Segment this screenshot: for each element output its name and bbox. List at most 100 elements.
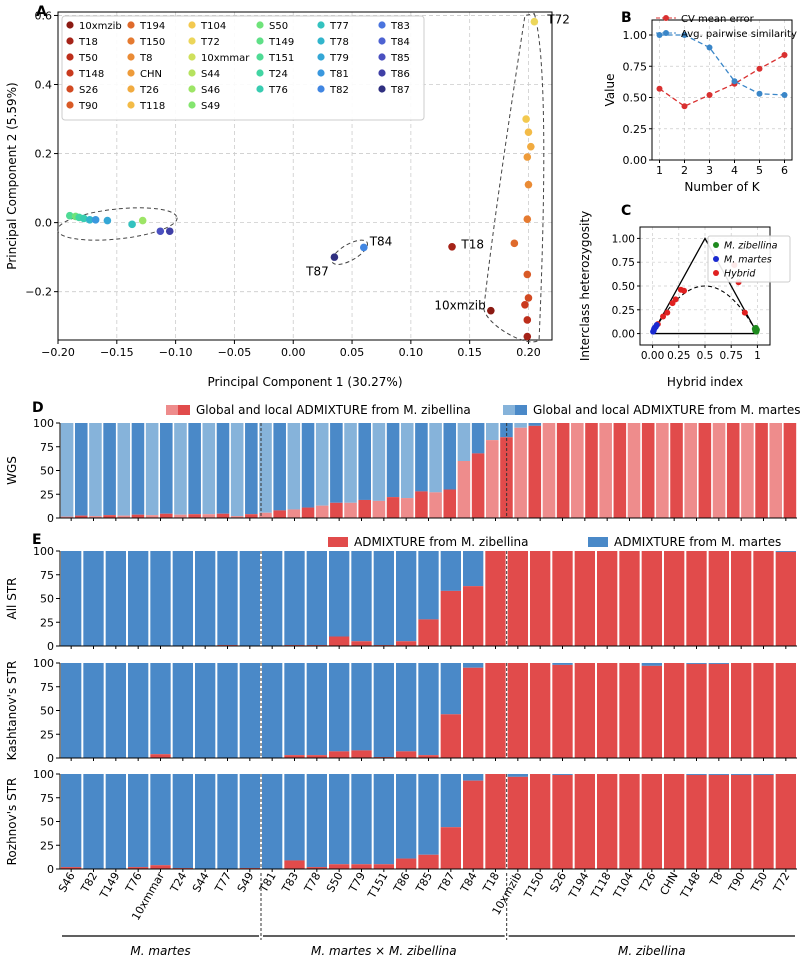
sample-label: T26: [636, 870, 658, 895]
str-bar-martes: [396, 551, 417, 642]
k-frame: [651, 19, 793, 161]
cluster-ellipse-hybrid: [331, 239, 368, 265]
tri-ytick-label: 1.00: [612, 233, 635, 245]
wgs-legend-swatch: [515, 405, 527, 415]
pca-legend-label: T81: [329, 69, 349, 80]
pca-annotation: T87: [305, 265, 329, 279]
pca-legend-label: T118: [139, 101, 165, 112]
str-bar-martes: [775, 551, 796, 552]
str-bar-martes: [217, 551, 238, 646]
wgs-bar-zibellina: [528, 425, 542, 518]
str-bar-martes: [61, 663, 82, 758]
k-series-point: [706, 92, 713, 98]
pca-legend-label: S49: [201, 101, 220, 112]
str-bar-zibellina: [731, 551, 752, 646]
pca-point: [530, 17, 539, 26]
pca-xtick-label: −0.10: [159, 346, 193, 359]
panel-a-pca: −0.20 −0.15 −0.10 −0.05 0.00 0.05 0.10 0.15 0.20…: [5, 9, 570, 389]
tri-ytick-label: 0.50: [612, 281, 635, 293]
str-bar-martes: [262, 551, 283, 646]
wgs-bar-zibellina: [315, 505, 329, 518]
pca-legend-label: T90: [78, 101, 98, 112]
str-bar-zibellina: [597, 774, 618, 869]
str-bar-martes: [195, 774, 216, 869]
str-ytick-label: 0: [47, 640, 54, 653]
tri-point-hybrid: [660, 313, 667, 320]
str-bar-martes: [641, 663, 662, 666]
str-bar-zibellina: [641, 774, 662, 869]
pca-legend-marker: [317, 85, 325, 93]
pca-legend-label: T151: [268, 53, 294, 64]
k-series-point: [756, 90, 763, 97]
sample-label: T50: [748, 870, 770, 895]
sample-label: T90: [726, 870, 748, 895]
pca-point: [156, 227, 165, 236]
pca-legend-marker: [188, 53, 196, 61]
wgs-bar-zibellina: [698, 423, 712, 518]
sample-label: T82: [78, 870, 100, 895]
wgs-bar-zibellina: [741, 423, 754, 518]
str-bar-martes: [351, 663, 372, 751]
wgs-bar-zibellina: [400, 498, 414, 518]
str-bar-zibellina: [507, 551, 528, 646]
panel-letter-c: C: [621, 203, 631, 219]
k-xtick-label: 5: [756, 164, 763, 177]
wgs-bar-zibellina: [571, 423, 584, 518]
tri-xtick-label: 0.75: [720, 350, 743, 362]
str-bar-zibellina: [619, 774, 640, 869]
str-bar-martes: [552, 663, 573, 665]
pca-legend-marker: [127, 101, 135, 109]
sample-label: T104: [610, 870, 636, 901]
pca-legend-label: T79: [329, 53, 349, 64]
str-bar-zibellina: [306, 867, 327, 869]
pca-point: [138, 216, 147, 225]
pca-legend-label: T85: [390, 53, 410, 64]
pca-legend-marker: [66, 37, 74, 45]
k-series-point: [681, 103, 688, 110]
pca-point: [360, 243, 368, 252]
str-bar-zibellina: [507, 663, 528, 758]
pca-legend-marker: [378, 21, 386, 29]
wgs-bar-zibellina: [599, 423, 612, 518]
str-bar-martes: [731, 774, 752, 775]
wgs-bar-zibellina: [230, 516, 244, 518]
pca-legend-label: T76: [268, 85, 288, 96]
pca-legend-label: T86: [390, 69, 410, 80]
str-bar-martes: [150, 663, 171, 755]
sample-label: S26: [547, 870, 569, 895]
tri-point-hybrid: [672, 296, 679, 303]
str-bar-zibellina: [150, 865, 171, 869]
str-bar-martes: [150, 551, 171, 646]
pca-legend-marker: [66, 53, 74, 61]
pca-legend-label: T104: [200, 21, 226, 32]
wgs-bar-zibellina: [613, 423, 627, 518]
wgs-bar-martes: [216, 423, 230, 514]
str-bar-martes: [217, 774, 238, 869]
str-ytick-label: 0: [47, 752, 54, 765]
str-bar-martes: [172, 774, 193, 869]
panel-d-wgs-admixture: 0 25 50 75 100 WGS Global and local ADMIXTURE …: [5, 403, 800, 525]
pca-legend-label: T72: [200, 37, 220, 48]
str-bar-zibellina: [753, 663, 774, 758]
str-bar-zibellina: [708, 663, 729, 758]
str-bar-martes: [128, 551, 149, 646]
wgs-bar-zibellina: [656, 423, 669, 518]
str-bar-zibellina: [396, 751, 417, 758]
str-ytick-label: 25: [40, 728, 54, 741]
wgs-bar-zibellina: [202, 514, 216, 518]
str-bar-zibellina: [351, 641, 372, 646]
wgs-bar-martes: [74, 423, 88, 516]
pca-legend-label: T194: [139, 21, 165, 32]
str-bar-zibellina: [128, 867, 149, 869]
str-panel-ylabel: All STR: [5, 578, 19, 620]
str-bar-martes: [507, 774, 528, 777]
pca-xtick-label: 0.00: [281, 346, 306, 359]
str-bar-zibellina: [284, 755, 305, 758]
wgs-bar-martes: [174, 423, 187, 515]
wgs-bar-martes: [245, 423, 258, 515]
str-legend-swatch: [588, 537, 608, 547]
str-bar-martes: [418, 774, 439, 855]
pca-legend-marker: [378, 37, 386, 45]
str-bar-zibellina: [775, 774, 796, 869]
k-series-point: [681, 32, 688, 38]
